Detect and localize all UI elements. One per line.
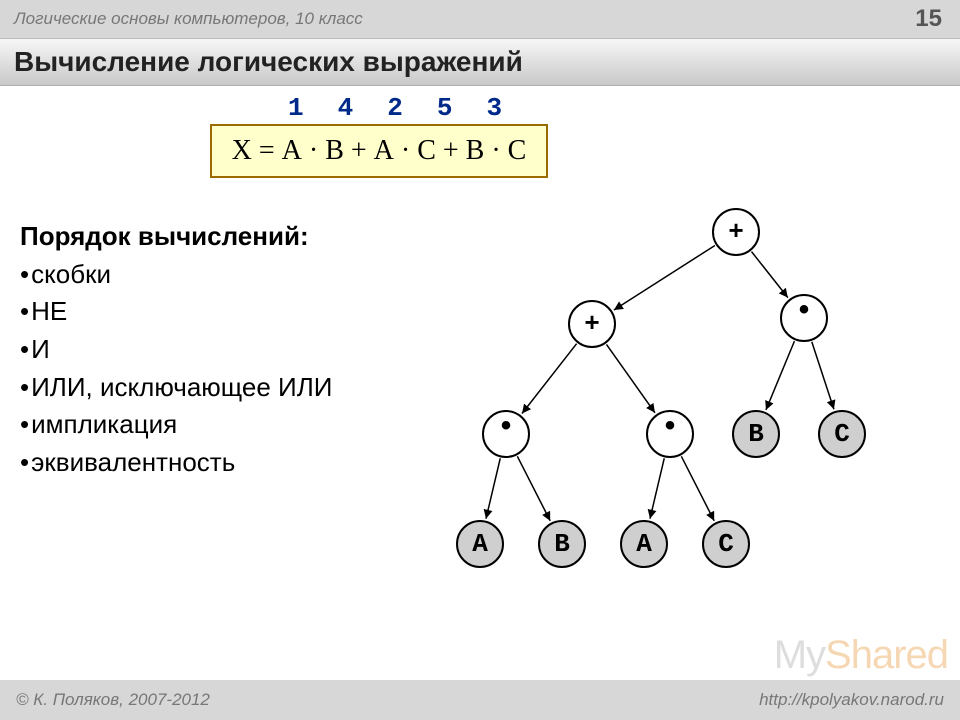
header-bar: Логические основы компьютеров, 10 класс … bbox=[0, 0, 960, 38]
order-item: импликация bbox=[20, 406, 332, 444]
tree-op-node: + bbox=[712, 208, 760, 256]
expression-tree: ++•••BCABAC bbox=[420, 200, 940, 600]
tree-op-node: • bbox=[646, 410, 694, 458]
order-of-ops: Порядок вычислений: скобки НЕ И ИЛИ, иск… bbox=[20, 218, 332, 482]
tree-var-node: A bbox=[620, 520, 668, 568]
footer-url: http://kpolyakov.narod.ru bbox=[759, 690, 944, 710]
tree-var-node: C bbox=[702, 520, 750, 568]
order-num: 2 bbox=[387, 93, 403, 123]
evaluation-order-numbers: 1 4 2 5 3 bbox=[288, 93, 502, 123]
watermark: MyShared bbox=[774, 633, 948, 678]
tree-op-node: • bbox=[482, 410, 530, 458]
order-num: 4 bbox=[338, 93, 354, 123]
formula-box: X = A · B + A · C + B · C bbox=[210, 124, 548, 178]
order-item: эквивалентность bbox=[20, 444, 332, 482]
page-number: 15 bbox=[915, 5, 942, 33]
formula-text: X = A · B + A · C + B · C bbox=[232, 135, 527, 167]
tree-op-node: + bbox=[568, 300, 616, 348]
order-num: 1 bbox=[288, 93, 304, 123]
page-title: Вычисление логических выражений bbox=[14, 46, 523, 78]
footer-bar: © К. Поляков, 2007-2012 http://kpolyakov… bbox=[0, 680, 960, 720]
order-item: НЕ bbox=[20, 293, 332, 331]
order-item: ИЛИ, исключающее ИЛИ bbox=[20, 369, 332, 407]
order-list: скобки НЕ И ИЛИ, исключающее ИЛИ имплика… bbox=[20, 256, 332, 482]
order-num: 3 bbox=[486, 93, 502, 123]
copyright: © К. Поляков, 2007-2012 bbox=[16, 690, 210, 710]
tree-op-node: • bbox=[780, 294, 828, 342]
order-num: 5 bbox=[437, 93, 453, 123]
title-bar: Вычисление логических выражений bbox=[0, 38, 960, 86]
tree-var-node: B bbox=[732, 410, 780, 458]
tree-var-node: A bbox=[456, 520, 504, 568]
breadcrumb: Логические основы компьютеров, 10 класс bbox=[14, 9, 363, 29]
order-item: скобки bbox=[20, 256, 332, 294]
order-item: И bbox=[20, 331, 332, 369]
tree-var-node: B bbox=[538, 520, 586, 568]
tree-var-node: C bbox=[818, 410, 866, 458]
order-heading: Порядок вычислений: bbox=[20, 218, 332, 256]
